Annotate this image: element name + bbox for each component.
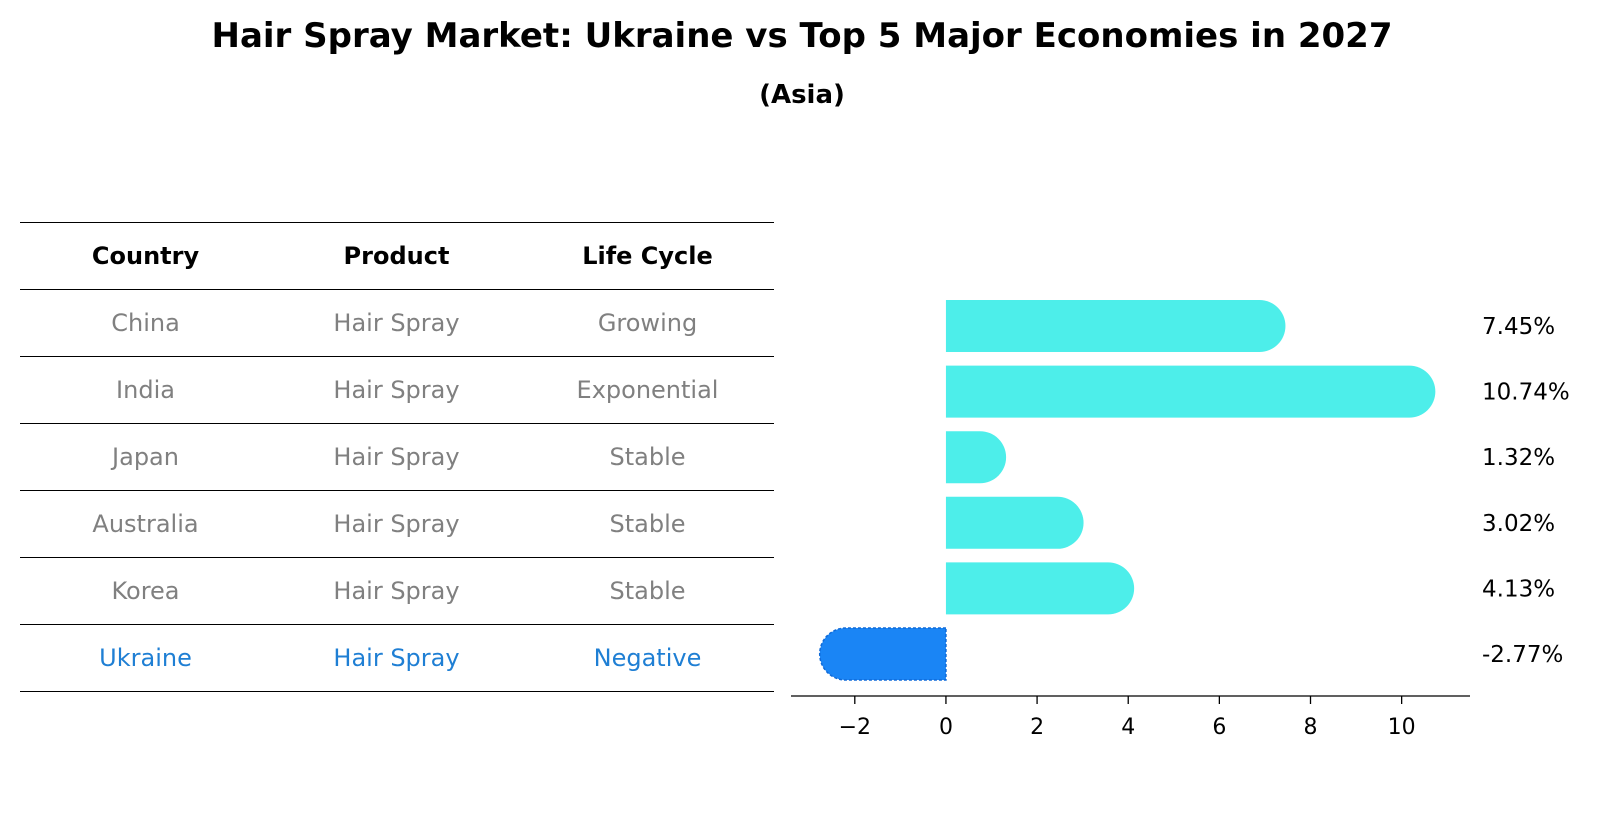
x-tick-label: 6: [1212, 715, 1226, 740]
bar-ukraine: [818, 627, 947, 681]
value-label-japan: 1.32%: [1482, 445, 1555, 471]
chart-subtitle: (Asia): [759, 80, 845, 110]
header-product: Product: [343, 242, 450, 270]
cell-product: Hair Spray: [333, 510, 460, 538]
x-tick-label: 8: [1304, 715, 1318, 740]
cell-country: Australia: [92, 510, 199, 538]
bar-korea: [945, 562, 1135, 615]
cell-country: Ukraine: [99, 644, 192, 672]
value-label-korea: 4.13%: [1482, 576, 1555, 602]
table-row: Australia Hair Spray Stable: [20, 490, 774, 557]
header-country: Country: [91, 242, 200, 270]
x-tick-label: 4: [1121, 715, 1135, 740]
cell-country: India: [116, 376, 175, 404]
table-row: Japan Hair Spray Stable: [20, 423, 774, 490]
x-tick-label: −2: [839, 715, 871, 740]
cell-product: Hair Spray: [333, 577, 460, 605]
cell-life-cycle: Stable: [609, 510, 686, 538]
x-tick-label: 0: [939, 715, 953, 740]
bar-australia: [945, 496, 1084, 549]
cell-country: China: [111, 309, 180, 337]
value-label-ukraine: -2.77%: [1482, 642, 1563, 668]
cell-product: Hair Spray: [333, 309, 460, 337]
cell-life-cycle: Exponential: [576, 376, 719, 404]
value-label-australia: 3.02%: [1482, 511, 1555, 537]
value-label-india: 10.74%: [1482, 380, 1570, 406]
cell-product: Hair Spray: [333, 376, 460, 404]
chart-title: Hair Spray Market: Ukraine vs Top 5 Majo…: [211, 16, 1393, 56]
bar-india: [945, 365, 1436, 418]
cell-life-cycle: Growing: [597, 309, 698, 337]
cell-life-cycle: Stable: [609, 577, 686, 605]
x-tick-label: 10: [1388, 715, 1416, 740]
header-life-cycle: Life Cycle: [582, 242, 713, 270]
table-row: China Hair Spray Growing: [20, 289, 774, 356]
cell-country: Korea: [111, 577, 180, 605]
cell-country: Japan: [112, 443, 179, 471]
table-row: Korea Hair Spray Stable: [20, 557, 774, 624]
cell-product: Hair Spray: [333, 443, 460, 471]
table-row-highlight: Ukraine Hair Spray Negative: [20, 624, 774, 692]
value-label-china: 7.45%: [1482, 314, 1555, 340]
table-row: India Hair Spray Exponential: [20, 356, 774, 423]
bar-japan: [945, 431, 1007, 484]
data-table: Country Product Life Cycle China Hair Sp…: [20, 222, 774, 692]
table-header-row: Country Product Life Cycle: [20, 222, 774, 289]
cell-life-cycle: Stable: [609, 443, 686, 471]
cell-product: Hair Spray: [333, 644, 460, 672]
cell-life-cycle: Negative: [593, 644, 702, 672]
x-tick-label: 2: [1030, 715, 1044, 740]
bar-china: [945, 300, 1286, 352]
